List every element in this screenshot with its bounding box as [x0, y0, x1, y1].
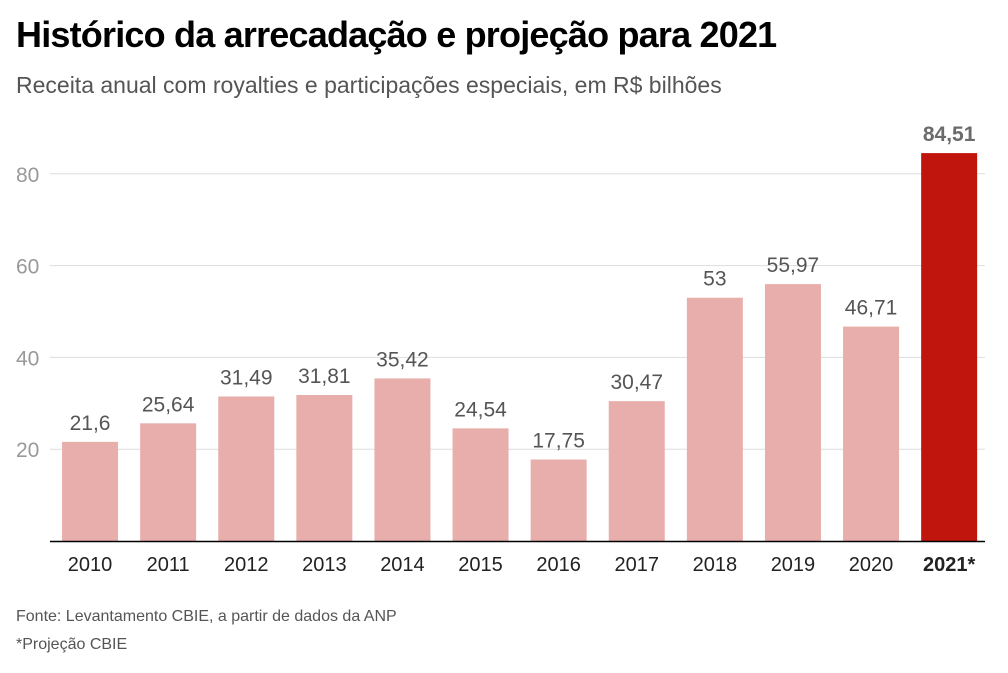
chart-title: Histórico da arrecadação e projeção para… — [16, 14, 777, 55]
data-label: 30,47 — [610, 371, 663, 394]
y-tick-label: 20 — [16, 439, 39, 462]
data-labels: 21,6 25,64 31,49 31,81 35,42 24,54 17,75 30,47 5… — [70, 123, 976, 452]
x-tick-label: 2012 — [224, 554, 269, 576]
bar-2017 — [608, 401, 665, 541]
data-label: 46,71 — [845, 297, 898, 320]
x-tick-label: 2016 — [536, 554, 581, 576]
source-note: Fonte: Levantamento CBIE, a partir de da… — [16, 608, 397, 625]
bar-2018 — [686, 297, 743, 541]
x-tick-label: 2015 — [458, 554, 503, 576]
bar-2015 — [452, 428, 509, 541]
x-tick-label: 2014 — [380, 554, 425, 576]
data-label: 53 — [703, 268, 726, 291]
bar-2010 — [62, 441, 119, 541]
y-tick-label: 80 — [16, 164, 39, 187]
bar-2016 — [530, 459, 587, 541]
bar-2013 — [296, 394, 353, 541]
data-label: 31,81 — [298, 365, 351, 388]
projection-note: *Projeção CBIE — [16, 636, 128, 653]
y-tick-label: 60 — [16, 256, 39, 279]
data-label: 31,49 — [220, 366, 273, 389]
x-tick-label: 2010 — [68, 554, 113, 576]
data-label: 35,42 — [376, 348, 429, 371]
y-gridlines — [50, 173, 985, 450]
x-tick-label: 2017 — [615, 554, 660, 576]
bar-2014 — [374, 378, 431, 541]
data-label: 55,97 — [767, 254, 820, 277]
bar-2012 — [218, 396, 275, 541]
y-tick-label: 40 — [16, 347, 39, 370]
x-tick-label: 2019 — [771, 554, 816, 576]
x-tick-label: 2011 — [147, 554, 190, 576]
x-tick-label: 2021* — [923, 554, 975, 576]
bars — [62, 153, 978, 541]
x-tick-label: 2013 — [302, 554, 347, 576]
bar-2011 — [140, 423, 197, 541]
data-label: 84,51 — [923, 123, 976, 146]
data-label: 21,6 — [70, 412, 111, 435]
bar-2021 — [921, 153, 978, 541]
data-label: 17,75 — [532, 430, 585, 453]
x-tick-label: 2020 — [849, 554, 894, 576]
data-label: 24,54 — [454, 398, 507, 421]
x-tick-labels: 2010 2011 2012 2013 2014 2015 2016 2017 2018 2019… — [68, 554, 976, 576]
x-tick-label: 2018 — [693, 554, 738, 576]
bar-2019 — [764, 284, 821, 541]
data-label: 25,64 — [142, 393, 195, 416]
bar-2020 — [843, 326, 900, 541]
y-tick-labels: 20 40 60 80 — [16, 164, 39, 462]
chart-subtitle: Receita anual com royalties e participaç… — [16, 72, 722, 98]
